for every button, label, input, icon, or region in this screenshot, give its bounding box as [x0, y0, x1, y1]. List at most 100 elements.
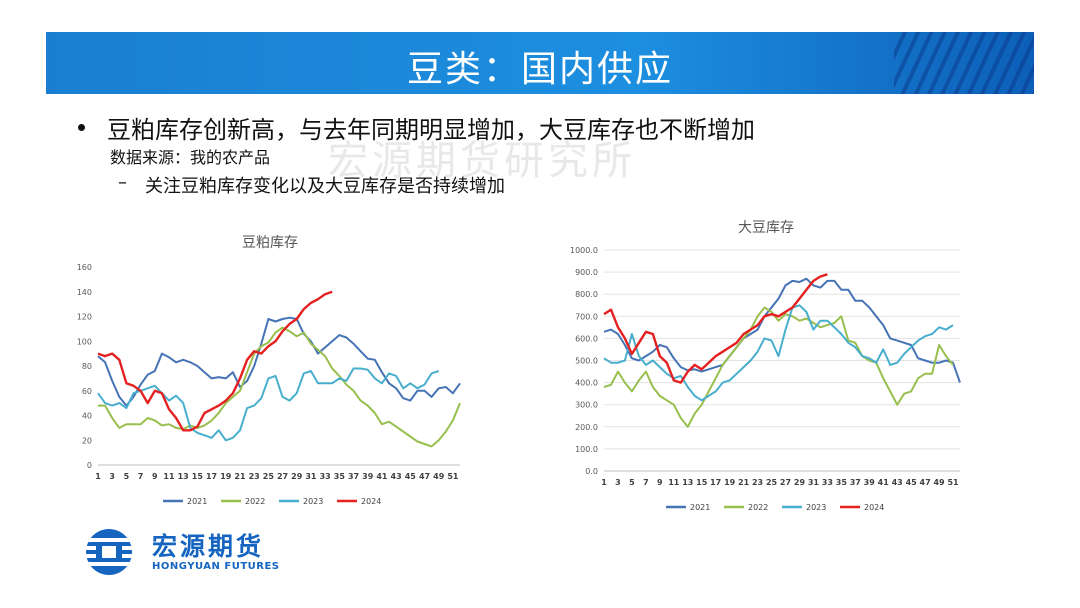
bullet-dot-icon — [78, 124, 85, 131]
x-tick-label: 31 — [808, 478, 820, 487]
series-line-2021 — [97, 316, 461, 407]
y-tick-label: 0 — [87, 461, 92, 470]
x-tick-label: 33 — [320, 472, 331, 481]
y-tick-label: 0.0 — [585, 467, 598, 476]
series-line-2021 — [603, 277, 961, 383]
y-tick-label: 100 — [77, 337, 92, 346]
title-banner: 豆类：国内供应 — [46, 32, 1034, 94]
x-tick-label: 19 — [220, 472, 232, 481]
y-tick-label: 800.0 — [575, 290, 598, 299]
page-title: 豆类：国内供应 — [406, 49, 673, 90]
x-tick-label: 7 — [643, 478, 649, 487]
y-tick-label: 300.0 — [575, 401, 598, 410]
legend-label-2022: 2022 — [245, 497, 265, 506]
legend-label-2024: 2024 — [864, 503, 884, 512]
main-bullet: 豆粕库存创新高，与去年同期明显增加，大豆库存也不断增加 — [78, 110, 755, 145]
y-tick-label: 120 — [77, 313, 92, 322]
legend-label-2021: 2021 — [690, 503, 710, 512]
x-tick-label: 21 — [738, 478, 750, 487]
x-tick-label: 15 — [192, 472, 204, 481]
company-logo: 宏源期货 HONGYUAN FUTURES — [74, 527, 314, 577]
x-tick-label: 23 — [752, 478, 763, 487]
sub-bullet-dash: – — [118, 172, 127, 193]
y-tick-label: 1000.0 — [570, 246, 598, 255]
y-tick-label: 40 — [82, 412, 92, 421]
legend-label-2022: 2022 — [748, 503, 768, 512]
chart-soybean-inventory: 0.0 100.0 200.0 300.0 400.0 500.0 600.0 700.0 80… — [570, 246, 961, 512]
x-tick-label: 33 — [822, 478, 833, 487]
x-tick-label: 49 — [433, 472, 445, 481]
y-tick-label: 60 — [82, 387, 92, 396]
x-tick-label: 15 — [696, 478, 708, 487]
x-tick-label: 27 — [780, 478, 791, 487]
x-tick-label: 25 — [263, 472, 275, 481]
x-tick-label: 43 — [391, 472, 402, 481]
main-bullet-text: 豆粕库存创新高，与去年同期明显增加，大豆库存也不断增加 — [107, 116, 755, 144]
legend-label-2021: 2021 — [187, 497, 207, 506]
logo-english: HONGYUAN FUTURES — [152, 561, 280, 572]
chart1-title: 豆粕库存 — [242, 235, 298, 251]
logo-chinese: 宏源期货 — [152, 532, 265, 561]
x-tick-label: 11 — [163, 472, 175, 481]
banner-stripe-decoration — [894, 32, 1034, 94]
x-tick-label: 21 — [234, 472, 246, 481]
x-tick-label: 5 — [629, 478, 635, 487]
y-tick-label: 900.0 — [575, 268, 598, 277]
x-tick-label: 47 — [920, 478, 931, 487]
x-tick-label: 51 — [447, 472, 459, 481]
x-tick-label: 1 — [601, 478, 607, 487]
x-tick-label: 39 — [362, 472, 374, 481]
series-line-2022 — [98, 326, 461, 448]
x-tick-label: 25 — [766, 478, 778, 487]
x-tick-label: 37 — [348, 472, 359, 481]
series-line-2023 — [97, 367, 440, 442]
x-tick-label: 51 — [947, 478, 959, 487]
legend-label-2024: 2024 — [361, 497, 381, 506]
y-tick-label: 160 — [77, 263, 92, 272]
watermark-text: 宏源期货研究所 — [328, 138, 636, 184]
y-tick-label: 200.0 — [575, 423, 598, 432]
x-tick-label: 49 — [933, 478, 945, 487]
y-tick-label: 100.0 — [575, 445, 598, 454]
series-line-2023 — [603, 304, 954, 402]
x-tick-label: 13 — [178, 472, 189, 481]
legend-label-2023: 2023 — [806, 503, 826, 512]
y-tick-label: 500.0 — [575, 357, 598, 366]
x-tick-label: 17 — [206, 472, 217, 481]
x-tick-label: 5 — [124, 472, 130, 481]
hongyuan-logo-icon — [78, 529, 140, 575]
y-tick-label: 80 — [82, 362, 92, 371]
x-tick-label: 47 — [419, 472, 430, 481]
sub-bullet: – 关注豆粕库存变化以及大豆库存是否持续增加 — [118, 172, 505, 198]
sub-bullet-text: 关注豆粕库存变化以及大豆库存是否持续增加 — [145, 176, 505, 197]
x-tick-label: 41 — [878, 478, 890, 487]
x-tick-label: 45 — [906, 478, 918, 487]
x-tick-label: 45 — [405, 472, 417, 481]
x-tick-label: 35 — [836, 478, 848, 487]
x-tick-label: 9 — [152, 472, 158, 481]
x-tick-label: 39 — [864, 478, 876, 487]
x-tick-label: 11 — [668, 478, 680, 487]
x-tick-label: 9 — [657, 478, 663, 487]
x-tick-label: 1 — [95, 472, 101, 481]
x-tick-label: 3 — [109, 472, 115, 481]
y-tick-label: 700.0 — [575, 312, 598, 321]
x-tick-label: 43 — [892, 478, 903, 487]
x-tick-label: 35 — [334, 472, 346, 481]
y-tick-label: 20 — [82, 436, 92, 445]
data-source: 数据来源：我的农产品 — [110, 148, 271, 167]
series-line-2024 — [603, 273, 828, 384]
series-line-2024 — [97, 290, 333, 432]
series-line-2022 — [603, 306, 954, 428]
y-tick-label: 140 — [77, 288, 92, 297]
x-tick-label: 7 — [138, 472, 144, 481]
y-tick-label: 400.0 — [575, 379, 598, 388]
x-tick-label: 37 — [850, 478, 861, 487]
y-tick-label: 600.0 — [575, 334, 598, 343]
legend-label-2023: 2023 — [303, 497, 323, 506]
x-tick-label: 17 — [710, 478, 721, 487]
x-tick-label: 29 — [291, 472, 303, 481]
x-tick-label: 19 — [724, 478, 736, 487]
x-tick-label: 13 — [682, 478, 693, 487]
